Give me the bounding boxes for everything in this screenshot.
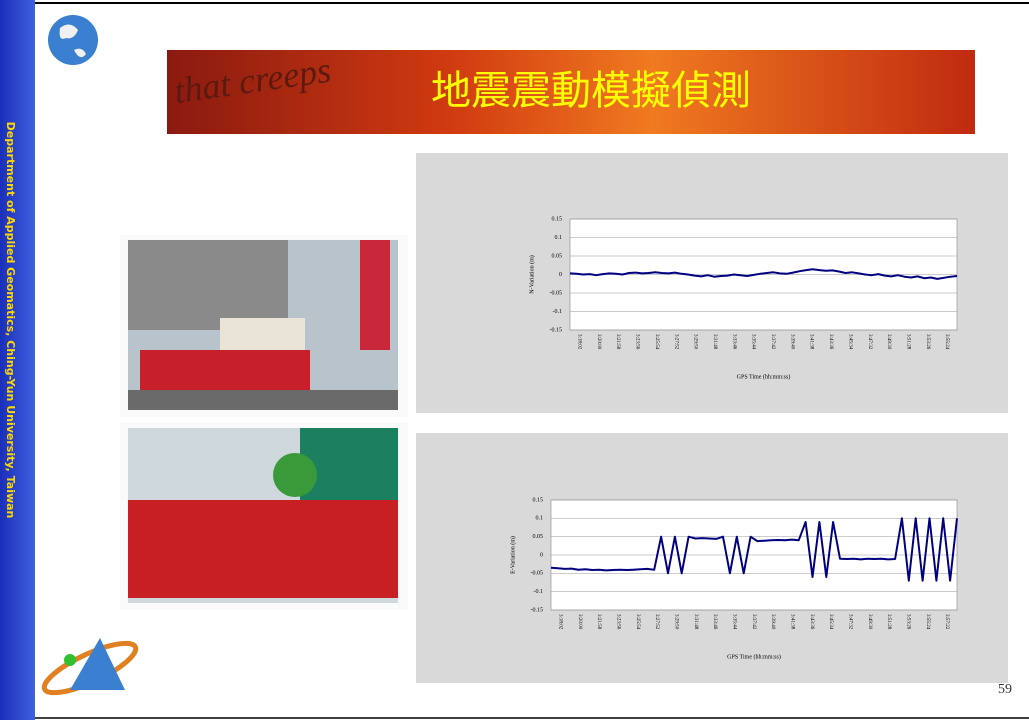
x-tick-label: 3:37:42 [770,334,775,350]
x-tick-label: 3:51:28 [905,334,910,350]
x-tick-label: 3:53:26 [925,334,930,350]
x-tick-label: 3:47:32 [848,614,853,630]
y-axis-label: N-Variation (m) [528,255,535,294]
x-axis-label: GPS Time (hh:mm:ss) [737,373,791,380]
x-tick-label: 3:21:58 [615,334,620,350]
y-tick-label: 0 [559,272,562,278]
x-tick-label: 3:55:24 [944,334,949,350]
x-tick-label: 3:55:24 [925,614,930,630]
x-tick-label: 3:39:40 [770,614,775,630]
x-tick-label: 3:49:30 [886,334,891,350]
y-tick-label: 0.05 [552,253,563,259]
y-tick-label: 0 [540,552,543,558]
x-tick-label: 3:33:46 [731,334,736,350]
x-tick-label: 3:43:36 [828,334,833,350]
y-axis-label: E-Variation (m) [509,536,516,574]
photo-roof [120,422,408,610]
y-tick-label: -0.05 [531,571,544,577]
x-tick-label: 3:27:52 [654,614,659,630]
x-tick-label: 3:27:52 [673,334,678,350]
y-tick-label: -0.15 [550,327,563,333]
x-tick-label: 3:43:36 [809,614,814,630]
x-tick-label: 3:45:34 [828,614,833,630]
x-tick-label: 3:39:40 [789,334,794,350]
x-tick-label: 3:33:46 [712,614,717,630]
sidebar-text: Department of Applied Geomatics, Ching-Y… [4,122,17,519]
y-tick-label: -0.1 [534,589,544,595]
x-tick-label: 3:35:44 [751,334,756,350]
page-number: 59 [998,682,1012,697]
sidebar [0,0,35,720]
logo [41,638,139,696]
y-tick-label: 0.05 [533,534,544,540]
series-line [569,268,958,280]
y-tick-label: -0.15 [531,607,544,613]
x-tick-label: 3:31:48 [693,614,698,630]
x-tick-label: 3:35:44 [732,614,737,630]
x-tick-label: 3:29:50 [674,614,679,630]
photo-truck [120,235,408,417]
y-tick-label: 0.1 [536,516,544,522]
x-tick-label: 3:25:54 [635,614,640,630]
y-tick-label: 0.1 [555,235,563,241]
x-tick-label: 3:37:42 [751,614,756,630]
slide-title: 地震震動模擬偵測 [431,68,751,114]
x-tick-label: 3:51:28 [886,614,891,630]
y-tick-label: -0.1 [553,309,563,315]
x-tick-label: 3:21:58 [596,614,601,630]
x-tick-label: 3:20:00 [596,334,601,350]
x-axis-label: GPS Time (hh:mm:ss) [727,653,781,660]
y-tick-label: -0.05 [550,290,563,296]
x-tick-label: 3:53:26 [906,614,911,630]
x-tick-label: 3:18:02 [558,614,563,630]
banner [167,50,975,134]
x-tick-label: 3:41:38 [790,614,795,630]
x-tick-label: 3:25:54 [654,334,659,350]
x-tick-label: 3:18:02 [577,334,582,350]
x-tick-label: 3:49:30 [867,614,872,630]
x-tick-label: 3:23:56 [616,614,621,630]
x-tick-label: 3:23:56 [635,334,640,350]
x-tick-label: 3:45:34 [847,334,852,350]
x-tick-label: 3:47:32 [867,334,872,350]
globe-icon [48,15,98,65]
x-tick-label: 3:29:50 [693,334,698,350]
x-tick-label: 3:57:22 [944,614,949,630]
x-tick-label: 3:31:48 [712,334,717,350]
y-tick-label: 0.15 [533,497,544,503]
x-tick-label: 3:41:38 [809,334,814,350]
series-line [550,517,958,582]
y-tick-label: 0.15 [552,216,563,222]
x-tick-label: 3:20:00 [577,614,582,630]
